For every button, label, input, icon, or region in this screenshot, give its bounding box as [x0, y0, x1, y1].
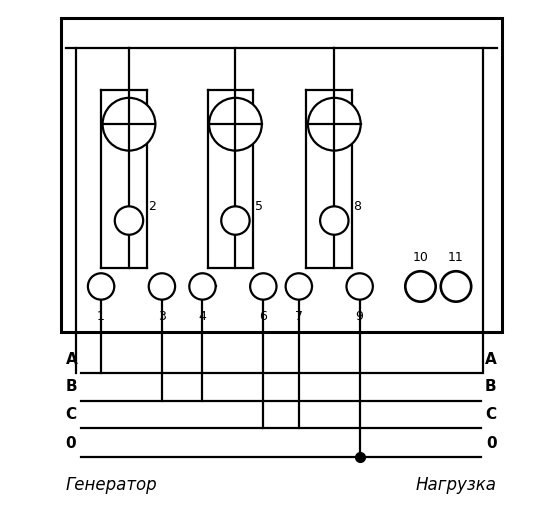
Text: 9: 9 [355, 310, 364, 323]
Ellipse shape [405, 271, 436, 302]
Text: 0: 0 [66, 436, 76, 451]
Text: 1: 1 [97, 310, 105, 323]
Text: B: B [66, 379, 77, 394]
Text: Генератор: Генератор [66, 476, 157, 494]
Circle shape [88, 273, 114, 300]
Circle shape [189, 273, 216, 300]
Circle shape [308, 98, 360, 151]
Ellipse shape [441, 271, 471, 302]
Circle shape [103, 98, 155, 151]
Circle shape [221, 206, 250, 235]
Text: C: C [485, 407, 497, 422]
Text: A: A [485, 351, 497, 367]
Circle shape [347, 273, 373, 300]
Text: 10: 10 [412, 250, 428, 264]
Circle shape [320, 206, 348, 235]
Text: 11: 11 [448, 250, 464, 264]
Circle shape [285, 273, 312, 300]
Text: 8: 8 [354, 200, 362, 213]
Text: 7: 7 [295, 310, 303, 323]
Bar [61, 18, 502, 332]
Text: 6: 6 [259, 310, 267, 323]
Text: C: C [66, 407, 77, 422]
Circle shape [148, 273, 175, 300]
Circle shape [209, 98, 262, 151]
Text: A: A [66, 351, 77, 367]
Text: Нагрузка: Нагрузка [416, 476, 497, 494]
Text: 0: 0 [486, 436, 497, 451]
Text: 5: 5 [254, 200, 263, 213]
Circle shape [250, 273, 277, 300]
Text: 3: 3 [158, 310, 166, 323]
Text: 2: 2 [148, 200, 156, 213]
Text: B: B [485, 379, 497, 394]
Circle shape [115, 206, 143, 235]
Text: 4: 4 [199, 310, 206, 323]
